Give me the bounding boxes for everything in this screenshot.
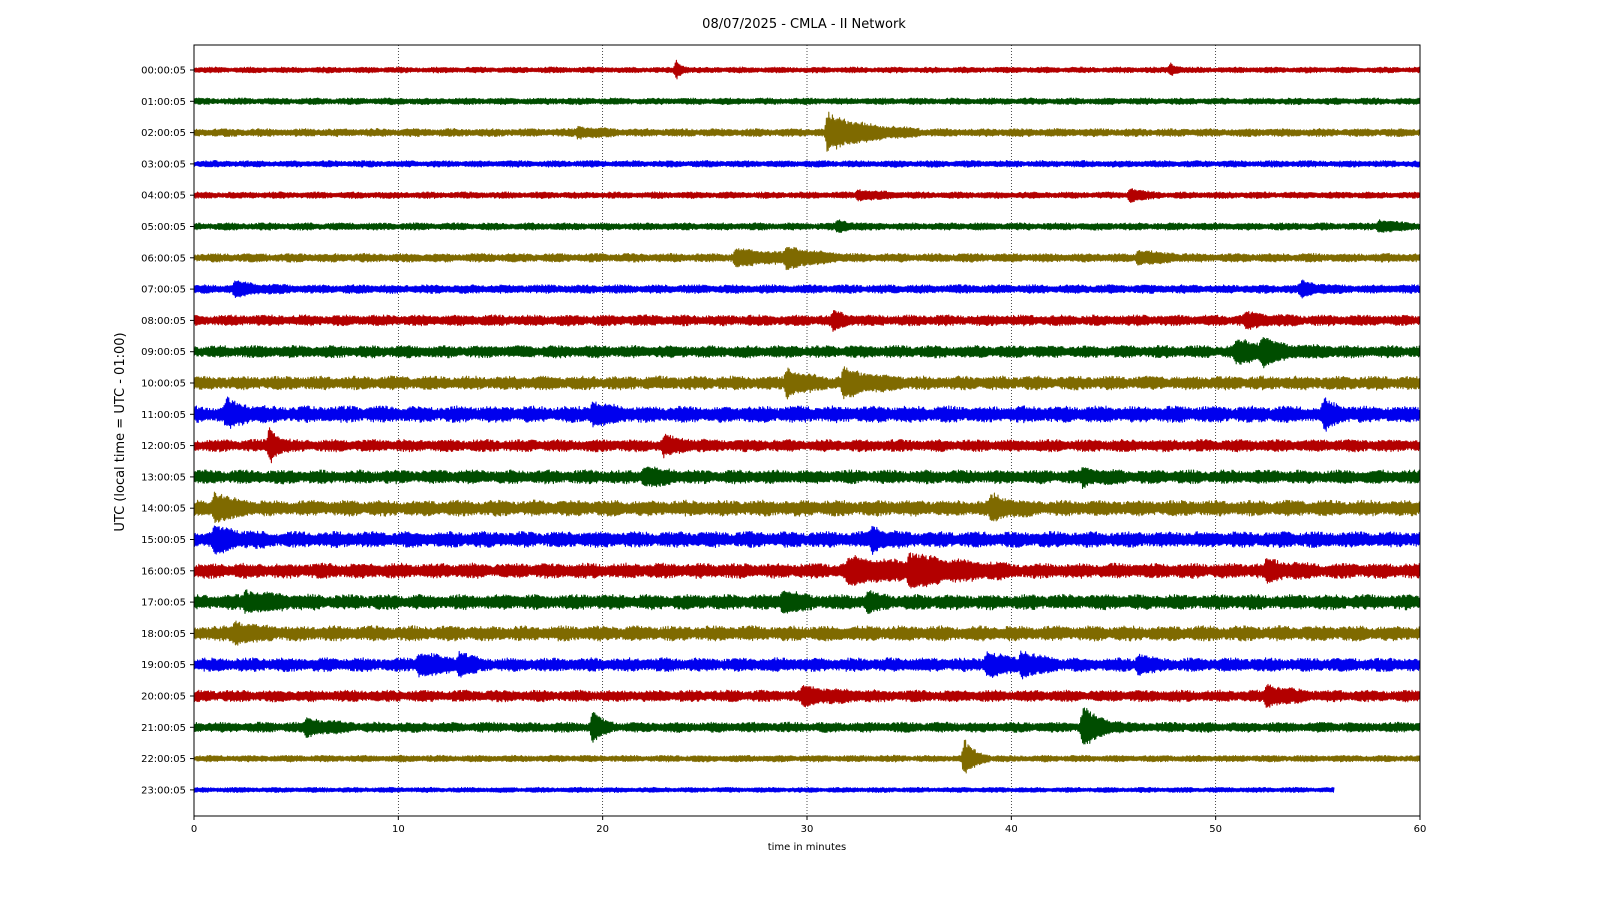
- y-tick-label: 22:00:05: [141, 754, 186, 765]
- y-tick-label: 11:00:05: [141, 410, 186, 421]
- trace-00-00-05: [193, 59, 1421, 80]
- y-tick-label: 08:00:05: [141, 316, 186, 327]
- trace-09-00-05: [193, 337, 1421, 369]
- y-tick-label: 23:00:05: [141, 785, 186, 796]
- x-tick-label: 0: [191, 824, 197, 835]
- y-tick-label: 19:00:05: [141, 660, 186, 671]
- chart-title: 08/07/2025 - CMLA - II Network: [702, 17, 906, 32]
- trace-19-00-05: [193, 650, 1421, 680]
- trace-17-00-05: [193, 589, 1421, 615]
- trace-18-00-05: [193, 620, 1421, 646]
- trace-14-00-05: [193, 491, 1421, 524]
- y-tick-label: 00:00:05: [141, 66, 186, 77]
- y-tick-label: 13:00:05: [141, 472, 186, 483]
- trace-13-00-05: [193, 466, 1421, 490]
- x-tick-label: 40: [1005, 824, 1018, 835]
- trace-10-00-05: [193, 366, 1421, 400]
- y-tick-label: 03:00:05: [141, 159, 186, 170]
- trace-06-00-05: [193, 246, 1421, 271]
- y-tick-labels: 00:00:05 01:00:05 02:00:05 03:00:05 04:00:05…: [141, 66, 194, 796]
- y-tick-label: 21:00:05: [141, 723, 186, 734]
- trace-05-00-05: [193, 219, 1421, 233]
- y-tick-label: 07:00:05: [141, 285, 186, 296]
- x-tick-label: 60: [1414, 824, 1427, 835]
- trace-11-00-05: [193, 396, 1421, 432]
- trace-04-00-05: [193, 188, 1421, 203]
- trace-12-00-05: [193, 427, 1421, 464]
- trace-20-00-05: [193, 683, 1421, 708]
- y-tick-label: 14:00:05: [141, 504, 186, 515]
- y-tick-label: 06:00:05: [141, 253, 186, 264]
- y-tick-label: 16:00:05: [141, 566, 186, 577]
- trace-08-00-05: [193, 309, 1421, 332]
- y-tick-label: 20:00:05: [141, 692, 186, 703]
- y-axis-label: UTC (local time = UTC - 01:00): [113, 332, 128, 531]
- y-tick-label: 01:00:05: [141, 97, 186, 108]
- y-tick-label: 12:00:05: [141, 441, 186, 452]
- trace-07-00-05: [193, 279, 1421, 299]
- trace-15-00-05: [193, 525, 1421, 555]
- x-tick-label: 20: [596, 824, 609, 835]
- trace-03-00-05: [193, 160, 1421, 168]
- y-tick-label: 04:00:05: [141, 191, 186, 202]
- trace-16-00-05: [193, 552, 1421, 589]
- y-tick-label: 17:00:05: [141, 598, 186, 609]
- trace-21-00-05: [193, 707, 1421, 745]
- trace-22-00-05: [193, 739, 1421, 774]
- y-tick-label: 05:00:05: [141, 222, 186, 233]
- y-tick-label: 09:00:05: [141, 347, 186, 358]
- x-tick-label: 50: [1209, 824, 1222, 835]
- x-tick-label: 30: [801, 824, 814, 835]
- seismic-traces: [193, 59, 1421, 793]
- trace-02-00-05: [193, 111, 1421, 152]
- y-tick-label: 10:00:05: [141, 379, 186, 390]
- y-tick-label: 02:00:05: [141, 128, 186, 139]
- y-tick-label: 15:00:05: [141, 535, 186, 546]
- trace-23-00-05: [193, 786, 1335, 793]
- x-tick-labels: 0 10 20 30 40 50 60: [191, 816, 1427, 835]
- x-tick-label: 10: [392, 824, 405, 835]
- x-axis-label: time in minutes: [768, 842, 847, 853]
- y-tick-label: 18:00:05: [141, 629, 186, 640]
- trace-01-00-05: [193, 97, 1421, 106]
